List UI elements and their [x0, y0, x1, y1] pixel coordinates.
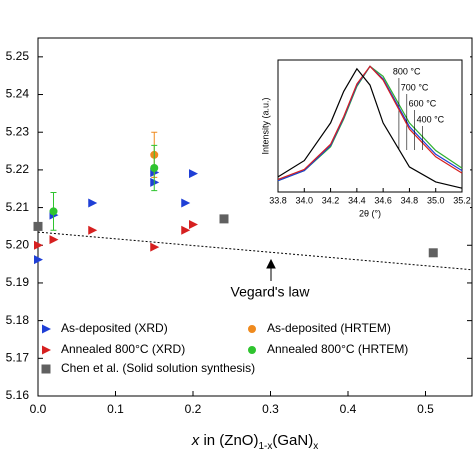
legend-label: Annealed 800°C (HRTEM) — [267, 342, 408, 356]
inset-x-tick-label: 35.2 — [453, 195, 471, 205]
legend-entry: As-deposited (XRD) — [42, 321, 168, 335]
y-tick-label: 5.21 — [6, 200, 30, 214]
marker — [33, 221, 43, 231]
inset-y-label: Intensity (a.u.) — [260, 97, 270, 154]
legend-entry: As-deposited (HRTEM) — [248, 321, 391, 335]
y-tick-label: 5.25 — [6, 49, 30, 63]
marker — [189, 220, 198, 230]
y-tick-label: 5.23 — [6, 124, 30, 138]
legend-label: As-deposited (XRD) — [61, 321, 168, 335]
marker — [42, 345, 51, 355]
marker — [181, 225, 191, 235]
legend-entry: Annealed 800°C (XRD) — [42, 342, 185, 356]
y-tick-label: 5.17 — [6, 350, 30, 364]
x-axis-label-part: 1-x — [258, 441, 272, 452]
marker — [189, 169, 198, 179]
inset-x-tick-label: 33.8 — [269, 195, 287, 205]
y-tick-label: 5.24 — [6, 87, 30, 101]
x-tick-label: 0.1 — [107, 402, 124, 416]
y-tick-label: 5.22 — [6, 162, 30, 176]
inset-curve-label: 600 °C — [409, 98, 437, 108]
marker — [34, 255, 43, 265]
x-tick-label: 0.0 — [30, 402, 47, 416]
annotation: Vegard's law — [231, 284, 311, 300]
x-tick-label: 0.3 — [262, 402, 279, 416]
legend-label: As-deposited (HRTEM) — [267, 321, 391, 335]
inset-x-tick-label: 34.4 — [348, 195, 366, 205]
inset-x-tick-label: 34.6 — [374, 195, 392, 205]
inset-curve-label: 700 °C — [401, 82, 429, 92]
annotation-arrow — [266, 258, 276, 281]
inset-x-tick-label: 34.8 — [401, 195, 419, 205]
x-tick-label: 0.4 — [340, 402, 357, 416]
y-tick-label: 5.20 — [6, 237, 30, 251]
marker — [88, 198, 98, 208]
inset-x-tick-label: 34.0 — [296, 195, 314, 205]
legend-entry: Chen et al. (Solid solution synthesis) — [41, 361, 255, 375]
plot-frame — [37, 37, 473, 397]
x-axis-label-part: in (ZnO) — [199, 432, 258, 449]
x-axis-label-part: x — [191, 432, 200, 449]
marker — [34, 240, 43, 250]
y-tick-label: 5.19 — [6, 275, 30, 289]
inset-curve-label: 800 °C — [393, 66, 421, 76]
marker — [428, 248, 438, 258]
marker — [150, 164, 159, 173]
x-axis-label-part: x — [313, 441, 318, 452]
x-axis-label: x in (ZnO)1-x(GaN)x — [191, 432, 318, 452]
marker — [41, 364, 51, 374]
inset-curve-label: 400 °C — [417, 114, 445, 124]
y-tick-label: 5.18 — [6, 313, 30, 327]
marker — [42, 324, 51, 334]
inset-x-label: 2θ (°) — [359, 208, 381, 218]
legend-entry: Annealed 800°C (HRTEM) — [248, 342, 408, 356]
legend-label: Chen et al. (Solid solution synthesis) — [61, 361, 255, 375]
x-axis-label-part: (GaN) — [272, 432, 313, 449]
legend-label: Annealed 800°C (XRD) — [61, 342, 185, 356]
reference-line — [37, 231, 473, 271]
marker — [49, 207, 58, 216]
x-tick-label: 0.5 — [417, 402, 434, 416]
inset-x-tick-label: 35.0 — [427, 195, 445, 205]
marker — [219, 214, 229, 224]
inset-x-tick-label: 34.2 — [322, 195, 340, 205]
inset-curve — [277, 67, 463, 189]
marker — [150, 242, 160, 252]
marker — [49, 235, 59, 245]
y-tick-label: 5.16 — [6, 388, 30, 402]
inset-frame — [277, 59, 463, 193]
x-tick-label: 0.2 — [185, 402, 202, 416]
inset-background — [256, 52, 470, 222]
marker — [88, 225, 98, 235]
marker — [181, 198, 191, 208]
marker — [248, 346, 256, 354]
marker — [248, 325, 256, 333]
